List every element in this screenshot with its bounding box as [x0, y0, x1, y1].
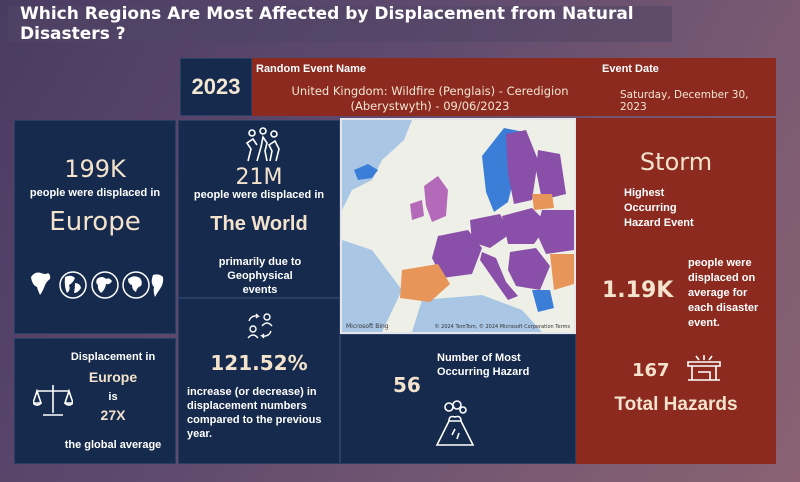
event-date: Saturday, December 30, 2023 [620, 89, 749, 113]
avg-displaced-caption: people were displaced on average for eac… [688, 257, 759, 329]
event-name-label: Random Event Name [256, 63, 367, 75]
balance-scale-icon [33, 385, 73, 416]
map-attribution-left: Microsoft Bing [346, 323, 389, 330]
avg-is: is [108, 391, 118, 403]
page-title-bar: Which Regions Are Most Affected by Displ… [8, 4, 672, 44]
year-card: 2023 [180, 58, 252, 116]
world-displacement-card: 21M people were displaced in The World p… [178, 120, 340, 298]
avg-multiplier: 27X [100, 407, 126, 423]
avg-displaced-value: 1.19K [602, 278, 674, 303]
volcano-icon [435, 400, 475, 446]
disaster-alarm-icon [687, 355, 721, 381]
hazard-count-caption: Number of Most Occurring Hazard [437, 352, 530, 378]
page-title: Which Regions Are Most Affected by Displ… [20, 4, 634, 44]
people-exchange-icon [247, 313, 273, 339]
europe-region-label: Europe [49, 207, 141, 237]
europe-map[interactable]: Microsoft Bing © 2024 TomTom, © 2024 Mic… [340, 118, 576, 334]
top-hazard-caption: Highest Occurring Hazard Event [624, 187, 694, 229]
europe-displaced-caption: people were displaced in [29, 187, 161, 199]
world-maps-icon [31, 271, 164, 299]
growth-caption: increase (or decrease) in displacement n… [187, 386, 322, 440]
growth-value: 121.52% [210, 351, 308, 375]
avg-region: Europe [88, 369, 138, 385]
year-value: 2023 [191, 74, 241, 99]
global-average-card: Displacement in Europe is 27X the global… [14, 338, 176, 464]
world-primary-cause: primarily due to Geophysical events [218, 256, 302, 296]
total-hazards-value: 167 [632, 360, 670, 381]
crowd-icon [245, 127, 280, 162]
map-attribution-right[interactable]: © 2024 TomTom, © 2024 Microsoft Corporat… [434, 324, 570, 330]
event-name: United Kingdom: Wildfire (Penglais) - Ce… [291, 84, 569, 113]
world-displaced-caption: people were displaced in [193, 189, 325, 201]
avg-line2: the global average [64, 439, 162, 451]
top-hazard-name: Storm [639, 148, 713, 176]
avg-line1: Displacement in [70, 351, 156, 363]
world-region-label: The World [210, 213, 308, 235]
world-displaced-value: 21M [235, 165, 283, 190]
event-date-label: Event Date [602, 63, 659, 75]
europe-choropleth-map[interactable] [342, 120, 574, 332]
growth-card: 121.52% increase (or decrease) in displa… [178, 298, 340, 464]
hazard-count-value: 56 [393, 373, 421, 397]
europe-displaced-value: 199K [64, 155, 126, 183]
most-occurring-hazard-card: 56 Number of Most Occurring Hazard [340, 334, 576, 464]
storm-hazard-card: Storm Highest Occurring Hazard Event 1.1… [576, 118, 776, 464]
total-hazards-label: Total Hazards [614, 394, 738, 415]
europe-displacement-card: 199K people were displaced in Europe [14, 120, 176, 334]
random-event-card: Random Event Name Event Date United King… [252, 58, 776, 116]
